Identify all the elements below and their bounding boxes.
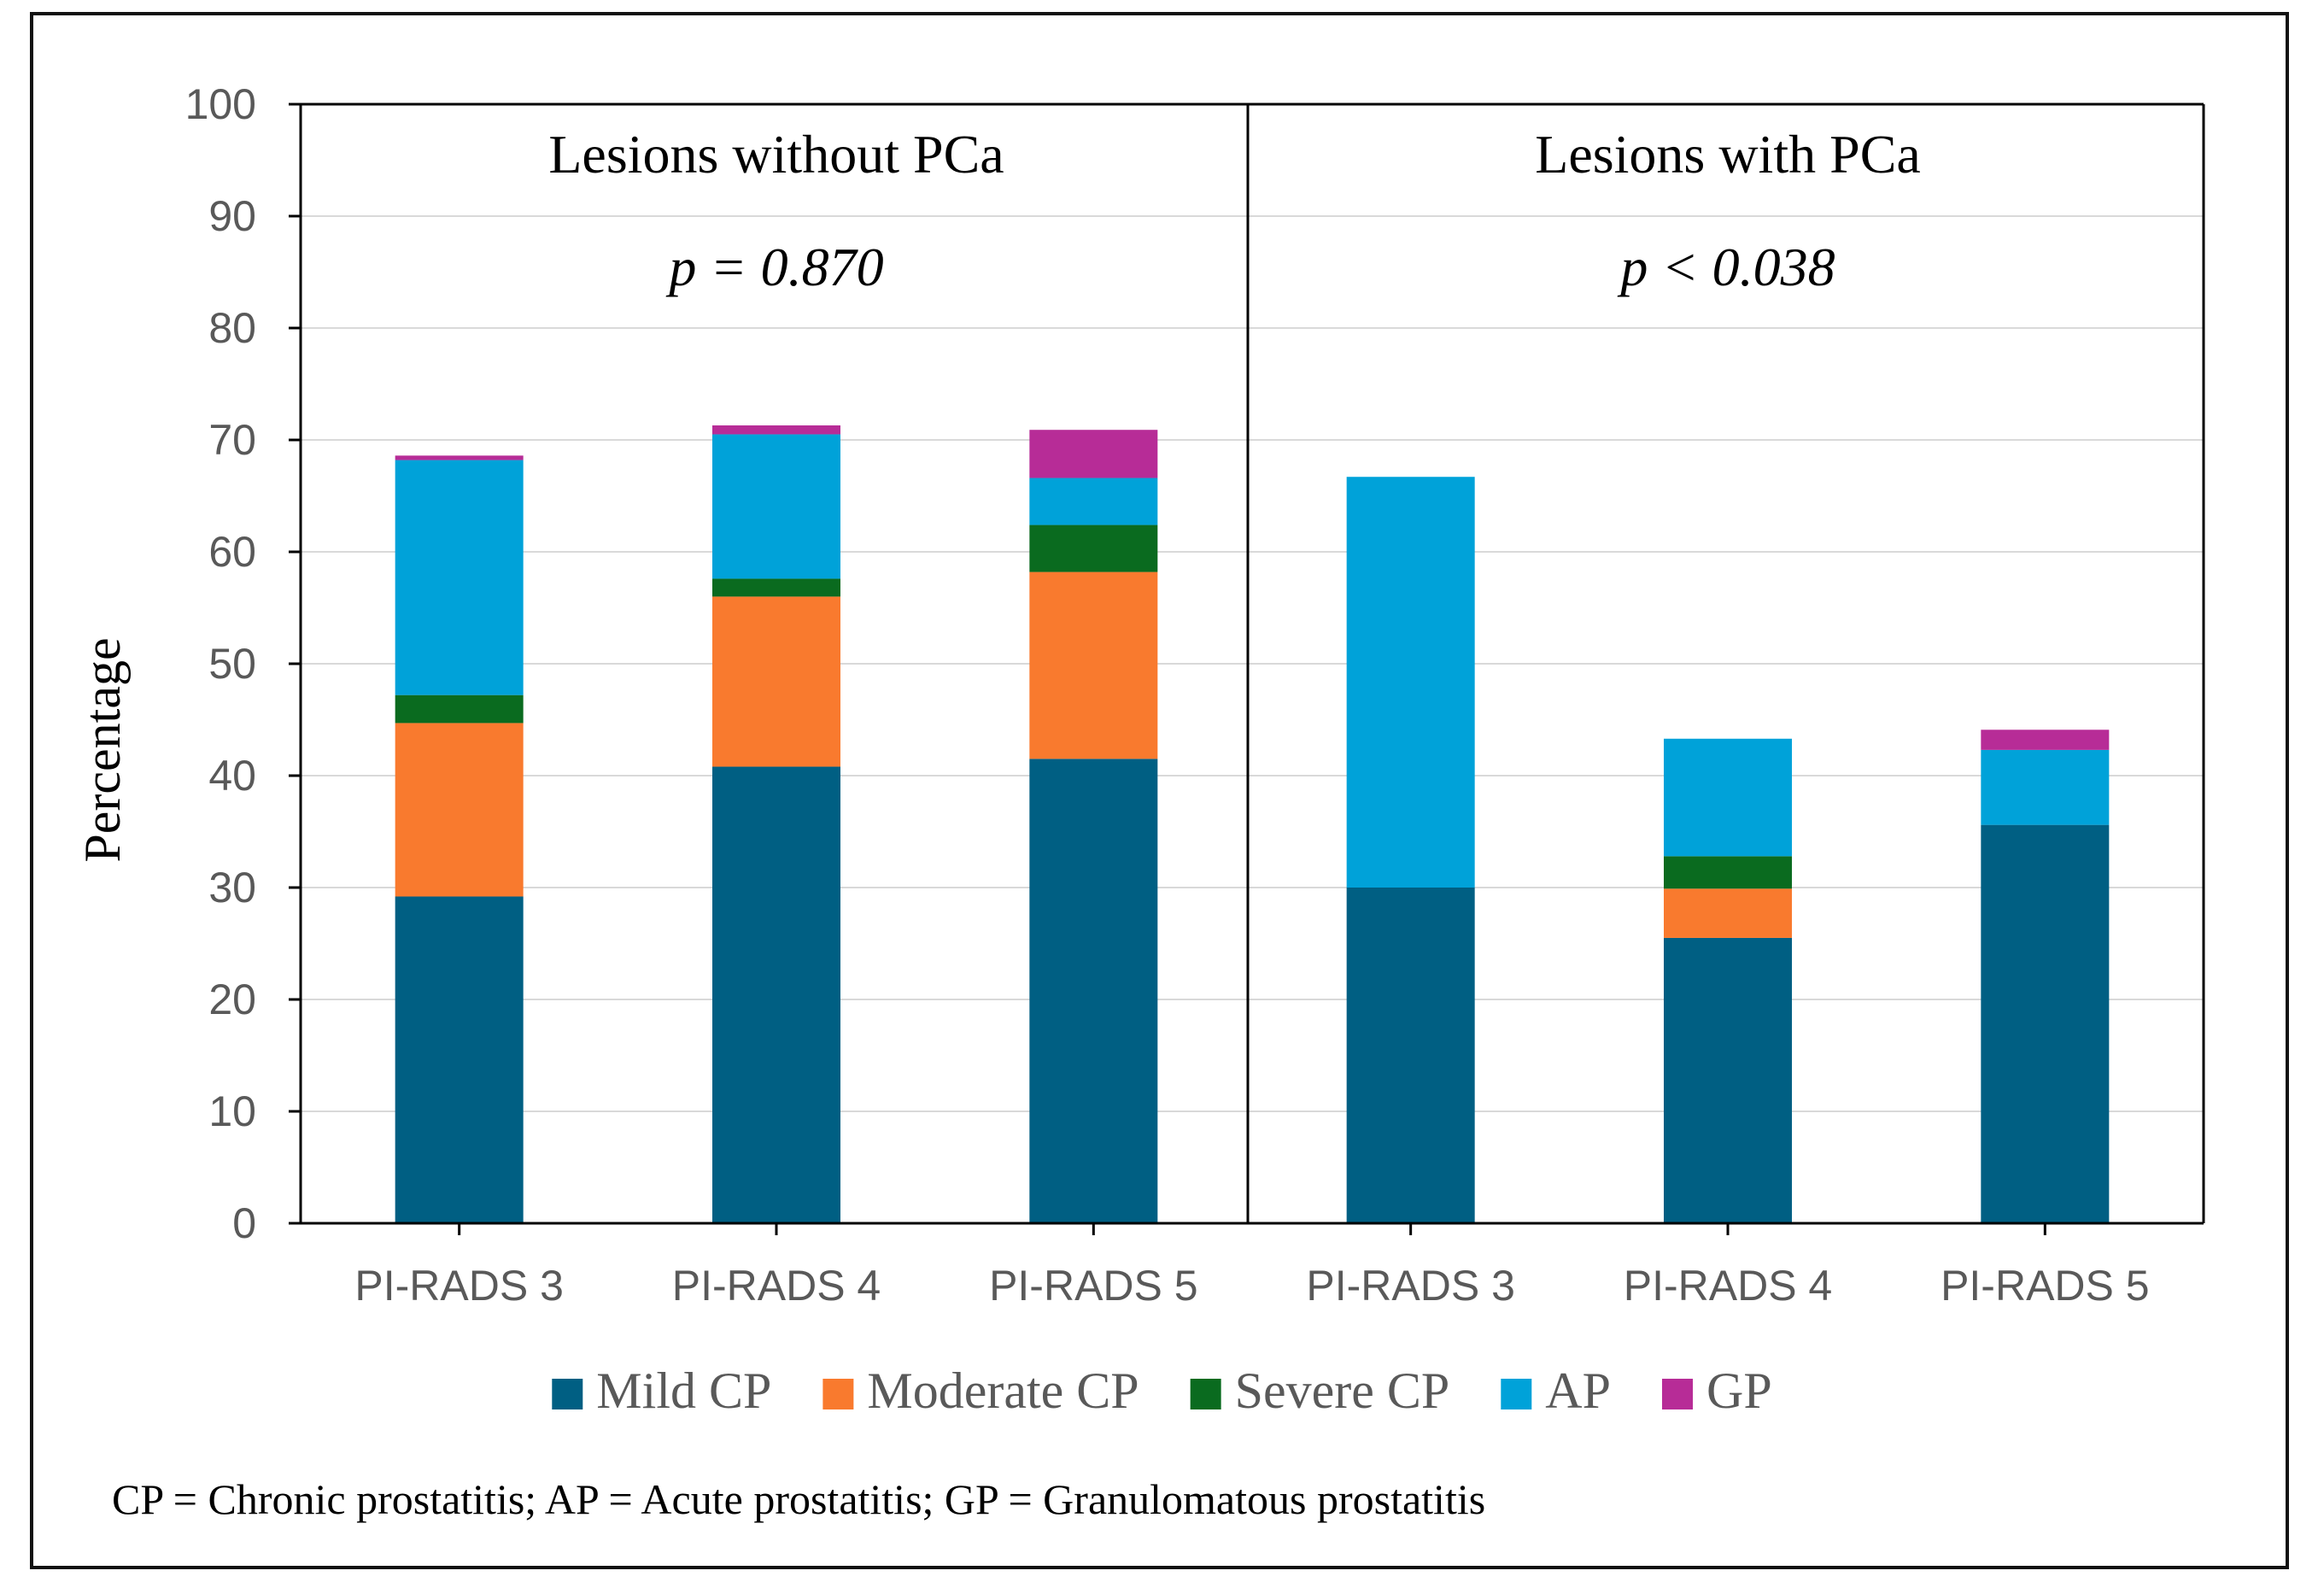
legend: Mild CP Moderate CP Severe CP AP GP [552,1363,1772,1419]
group-title: Lesions with PCa [1535,124,1921,185]
legend-swatch [1501,1379,1532,1409]
bar-segment [1664,738,1792,857]
x-tick-label: PI-RADS 3 [354,1262,564,1310]
legend-swatch [1662,1379,1693,1409]
x-tick-label: PI-RADS 3 [1306,1262,1515,1310]
legend-label: AP [1545,1363,1611,1419]
x-tick-label: PI-RADS 5 [1941,1262,2150,1310]
legend-label: Mild CP [596,1363,771,1419]
y-tick-label: 20 [208,976,256,1023]
y-tick-label: 30 [208,864,256,911]
figure-frame [30,12,2289,1569]
y-tick-label: 60 [208,528,256,576]
legend-label: Moderate CP [867,1363,1139,1419]
footnote: CP = Chronic prostatitis; AP = Acute pro… [112,1475,1486,1523]
bar-segment [395,896,524,1223]
bar-segment [395,460,524,695]
bar-segment [1664,937,1792,1223]
bar-segment [1664,888,1792,938]
x-tick-label: PI-RADS 4 [1624,1262,1833,1310]
y-tick-label: 70 [208,416,256,464]
bar-segment [712,578,840,597]
y-tick-label: 80 [208,304,256,352]
group-labels: Lesions without PCa p = 0.870 Lesions with… [548,124,1920,297]
bar-segment [395,723,524,897]
bar-segment [1029,759,1158,1223]
y-tick-label: 10 [208,1087,256,1135]
bar-segment [1664,856,1792,889]
x-tick-labels: PI-RADS 3 PI-RADS 4 PI-RADS 5 PI-RADS 3 PI-R… [354,1262,2149,1310]
group-p-value: p < 0.038 [1617,237,1835,297]
legend-swatch [1190,1379,1221,1409]
y-tick-label: 90 [208,192,256,240]
gridlines [301,103,2204,1112]
legend-swatch [552,1379,583,1409]
y-axis-label: Percentage [74,637,131,862]
bar-segment [1029,571,1158,759]
bars [395,425,2110,1223]
y-tick-label: 40 [208,752,256,800]
bar-segment [1346,888,1475,1223]
bar-segment [1346,477,1475,888]
legend-swatch [822,1379,854,1409]
bar-segment [712,766,840,1223]
legend-label: GP [1706,1363,1772,1419]
bar-segment [1029,524,1158,572]
y-tick-label: 100 [185,80,256,128]
bar-segment [1029,430,1158,478]
bar-segment [712,425,840,435]
bar-segment [712,596,840,767]
y-tick-label: 0 [232,1199,256,1247]
group-p-value: p = 0.870 [665,237,883,297]
bar-segment [395,694,524,724]
bar-segment [1981,824,2110,1223]
bar-segment [712,434,840,579]
y-tick-labels: 0 10 20 30 40 50 60 70 80 90 100 [185,80,256,1247]
bar-segment [395,455,524,460]
legend-label: Severe CP [1235,1363,1450,1419]
x-tick-label: PI-RADS 4 [672,1262,881,1310]
axes [289,103,2205,1235]
bar-segment [1981,749,2110,825]
bar-segment [1029,478,1158,525]
bar-segment [1981,730,2110,750]
y-tick-label: 50 [208,640,256,688]
x-tick-label: PI-RADS 5 [989,1262,1198,1310]
group-title: Lesions without PCa [548,124,1004,185]
